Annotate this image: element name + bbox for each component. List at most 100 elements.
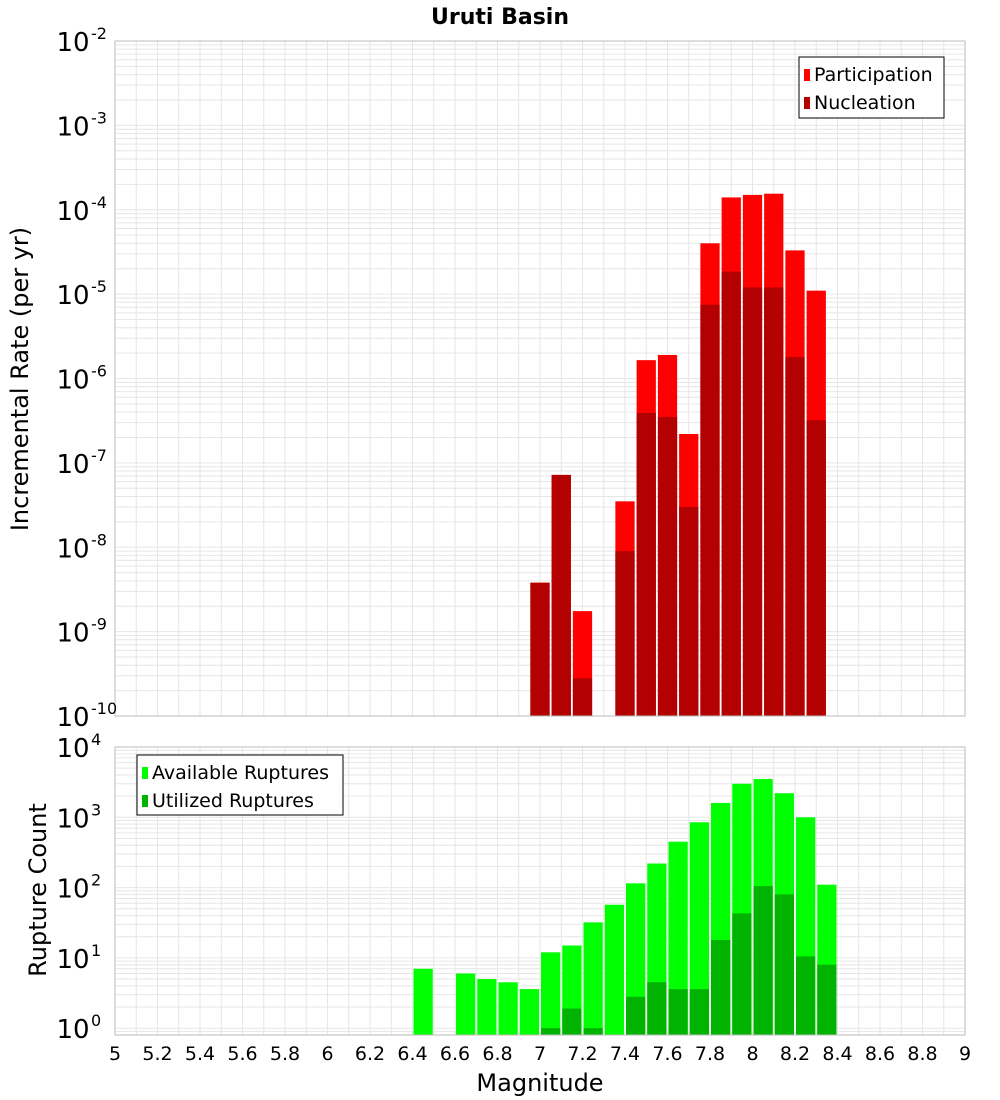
x-tick-label: 5 xyxy=(109,1043,121,1065)
utilized-ruptures-bar xyxy=(817,964,837,1035)
legend-label: Utilized Ruptures xyxy=(152,790,314,812)
y-tick-label: 10 xyxy=(56,945,89,975)
nucleation-bar xyxy=(615,551,635,716)
nucleation-bar xyxy=(700,304,720,716)
x-tick-label: 6.2 xyxy=(355,1043,385,1065)
x-tick-label: 6.8 xyxy=(482,1043,512,1065)
utilized-ruptures-bar xyxy=(562,1008,582,1035)
x-tick-label: 8 xyxy=(746,1043,758,1065)
x-tick-label: 8.8 xyxy=(907,1043,937,1065)
y-tick-exponent: 1 xyxy=(91,941,101,960)
x-axis-label: Magnitude xyxy=(476,1069,603,1097)
legend-swatch xyxy=(804,69,810,81)
y-tick-exponent: 0 xyxy=(91,1011,101,1030)
legend-box xyxy=(798,56,945,119)
available-ruptures-bar xyxy=(541,952,561,1035)
y-tick-exponent: -2 xyxy=(91,24,107,43)
x-tick-label: 7.2 xyxy=(567,1043,597,1065)
x-tick-label: 5.2 xyxy=(142,1043,172,1065)
nucleation-bar xyxy=(530,582,550,716)
available-ruptures-bar xyxy=(668,841,688,1035)
x-tick-label: 5.8 xyxy=(270,1043,300,1065)
y-tick-exponent: 3 xyxy=(91,800,101,819)
y-tick-label: 10 xyxy=(56,703,89,733)
y-tick-label: 10 xyxy=(56,197,89,227)
nucleation-bar xyxy=(657,416,678,716)
y-tick-label: 10 xyxy=(56,734,89,764)
x-tick-label: 6.6 xyxy=(440,1043,470,1065)
x-tick-label: 8.4 xyxy=(822,1043,852,1065)
utilized-ruptures-bar xyxy=(689,989,709,1035)
y-tick-label: 10 xyxy=(56,366,89,396)
utilized-ruptures-bar xyxy=(796,956,816,1035)
nucleation-bar xyxy=(636,413,656,716)
utilized-ruptures-bar xyxy=(668,989,688,1035)
x-tick-label: 5.4 xyxy=(185,1043,215,1065)
utilized-ruptures-bar xyxy=(753,886,773,1035)
chart-title: Uruti Basin xyxy=(431,5,569,30)
y-tick-exponent: 4 xyxy=(91,730,101,749)
grid xyxy=(114,40,966,717)
utilized-ruptures-bar xyxy=(583,1028,603,1035)
legend-swatch xyxy=(804,97,810,109)
legend-swatch xyxy=(142,795,148,807)
nucleation-bar xyxy=(679,506,699,716)
plot-frame xyxy=(114,746,966,1036)
nucleation-bar xyxy=(551,474,571,716)
x-tick-label: 8.6 xyxy=(865,1043,895,1065)
y-tick-exponent: -5 xyxy=(91,277,107,296)
rate-y-axis-label: Incremental Rate (per yr) xyxy=(6,227,34,531)
legend-label: Available Ruptures xyxy=(152,762,329,784)
y-tick-label: 10 xyxy=(56,281,89,311)
y-tick-exponent: -9 xyxy=(91,615,107,634)
y-tick-label: 10 xyxy=(56,534,89,564)
y-tick-label: 10 xyxy=(56,619,89,649)
count-y-axis-label: Rupture Count xyxy=(24,803,52,977)
y-tick-exponent: -8 xyxy=(91,530,107,549)
x-tick-label: 7.4 xyxy=(610,1043,640,1065)
y-tick-exponent: 2 xyxy=(91,871,101,890)
nucleation-bar xyxy=(572,678,593,716)
y-tick-exponent: -4 xyxy=(91,193,107,212)
utilized-ruptures-bar xyxy=(541,1028,561,1035)
available-ruptures-bar xyxy=(498,982,518,1035)
nucleation-bar xyxy=(764,287,784,716)
x-tick-label: 5.6 xyxy=(227,1043,257,1065)
legend-label: Nucleation xyxy=(814,92,916,114)
legend-swatch xyxy=(142,767,148,779)
utilized-ruptures-bar xyxy=(732,913,752,1035)
y-tick-label: 10 xyxy=(56,112,89,142)
x-tick-label: 8.2 xyxy=(780,1043,810,1065)
x-tick-label: 7 xyxy=(534,1043,546,1065)
nucleation-bar xyxy=(806,420,826,716)
y-tick-label: 10 xyxy=(56,804,89,834)
available-ruptures-bar xyxy=(519,989,539,1035)
utilized-ruptures-bar xyxy=(647,982,667,1035)
y-tick-exponent: -6 xyxy=(91,362,107,381)
nucleation-bar xyxy=(742,287,763,716)
utilized-ruptures-bar xyxy=(711,939,731,1035)
nucleation-bar xyxy=(721,271,741,716)
plot-frame xyxy=(114,40,966,717)
utilized-ruptures-bar xyxy=(774,894,794,1035)
x-tick-label: 9 xyxy=(959,1043,971,1065)
x-tick-label: 6 xyxy=(321,1043,333,1065)
available-ruptures-bar xyxy=(477,979,497,1035)
available-ruptures-bar xyxy=(689,822,709,1035)
available-ruptures-bar xyxy=(604,904,624,1035)
x-tick-label: 6.4 xyxy=(397,1043,427,1065)
utilized-ruptures-bar xyxy=(626,996,646,1035)
legend-label: Participation xyxy=(814,64,933,86)
y-tick-exponent: -3 xyxy=(91,108,107,127)
available-ruptures-bar xyxy=(456,973,476,1035)
nucleation-bar xyxy=(785,356,805,716)
x-tick-label: 7.8 xyxy=(695,1043,725,1065)
y-tick-label: 10 xyxy=(56,450,89,480)
y-tick-label: 10 xyxy=(56,28,89,58)
legend-box xyxy=(136,754,344,816)
available-ruptures-bar xyxy=(583,922,603,1035)
